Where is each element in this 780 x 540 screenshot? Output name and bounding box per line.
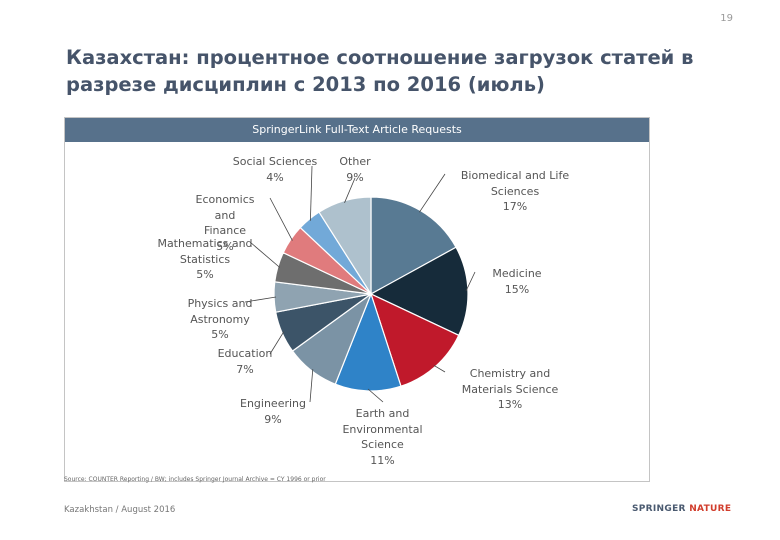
slice-label: Social Sciences 4% (232, 155, 318, 184)
chart-box: SpringerLink Full-Text Article Requests … (64, 117, 650, 482)
logo-part-2: NATURE (689, 504, 732, 514)
footer-text: Kazakhstan / August 2016 (64, 505, 176, 515)
leader-line (269, 331, 285, 355)
leader-line (419, 173, 446, 213)
pie-slice-earth-and-environmental-science (334, 292, 402, 392)
slice-label: Engineering 9% (240, 397, 306, 426)
slice-label: Economics and Finance 5% (195, 193, 255, 253)
leader-line (433, 364, 446, 373)
leader-line (367, 388, 384, 403)
leader-line (465, 271, 476, 292)
leader-line (244, 296, 277, 303)
source-note: Source: COUNTER Reporting / BW; includes… (64, 476, 326, 483)
slice-label: Physics and Astronomy 5% (187, 297, 253, 341)
pie-slice-medicine (369, 246, 469, 337)
slide-title: Казахстан: процентное соотношение загруз… (66, 46, 694, 96)
logo-part-1: SPRINGER (632, 504, 690, 514)
slice-label: Education 7% (217, 347, 273, 376)
slice-label: Earth and Environmental Science 11% (342, 407, 423, 467)
slice-label: Biomedical and Life Sciences 17% (460, 169, 570, 213)
pie-slice-chemistry-and-materials-science (370, 292, 460, 388)
chart-title: SpringerLink Full-Text Article Requests (65, 118, 649, 142)
leader-line (249, 241, 281, 268)
leader-line (309, 369, 314, 403)
pie-slice-other (318, 196, 372, 297)
slice-label: Mathematics and Statistics 5% (157, 237, 253, 281)
slice-label: Other 9% (339, 155, 371, 184)
leader-line (344, 177, 356, 203)
page-number: 19 (720, 13, 733, 24)
pie-chart (244, 165, 476, 403)
slice-label: Medicine 15% (492, 267, 542, 296)
slice-label: Chemistry and Materials Science 13% (461, 367, 559, 411)
leader-line (310, 165, 313, 221)
leader-line (269, 197, 293, 241)
springer-nature-logo: SPRINGER NATURE (632, 504, 731, 514)
